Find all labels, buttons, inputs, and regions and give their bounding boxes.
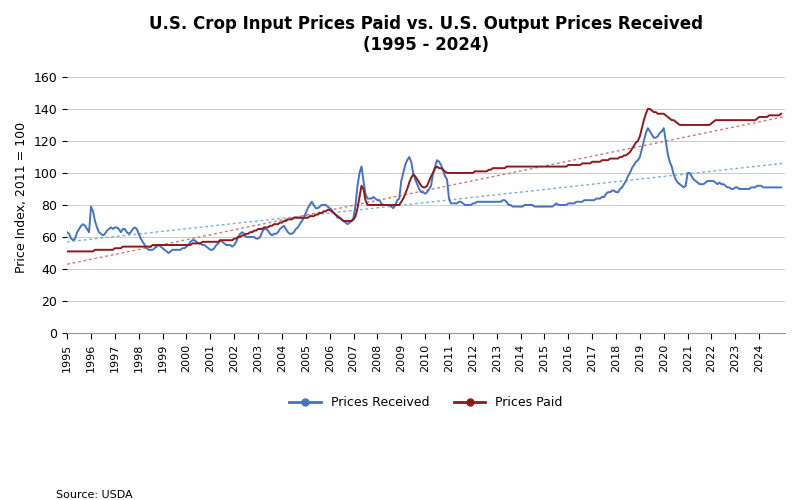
Legend: Prices Received, Prices Paid: Prices Received, Prices Paid — [284, 391, 568, 414]
Y-axis label: Price Index, 2011 = 100: Price Index, 2011 = 100 — [15, 122, 28, 272]
Text: Source: USDA: Source: USDA — [56, 490, 133, 500]
Title: U.S. Crop Input Prices Paid vs. U.S. Output Prices Received
(1995 - 2024): U.S. Crop Input Prices Paid vs. U.S. Out… — [149, 15, 703, 54]
